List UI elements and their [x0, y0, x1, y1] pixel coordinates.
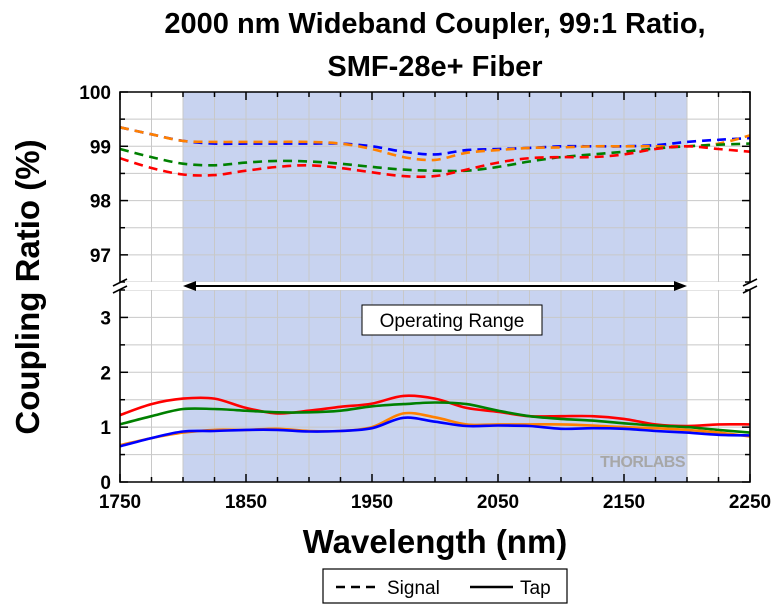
operating-range-label: Operating Range — [380, 311, 525, 332]
y-tick-label-lower: 1 — [100, 418, 111, 439]
legend-tap-label: Tap — [520, 578, 551, 599]
y-tick-label-upper: 99 — [90, 137, 111, 158]
tap-series-line — [119, 416, 751, 448]
signal-series-line — [119, 144, 751, 179]
tap-series-line — [119, 394, 751, 428]
x-tick-label: 2050 — [477, 492, 519, 513]
chart-title-line-2: SMF-28e+ Fiber — [327, 51, 542, 83]
y-tick-label-upper: 98 — [90, 192, 111, 213]
y-tick-label-lower: 3 — [100, 308, 111, 329]
x-tick-label: 1850 — [225, 492, 267, 513]
signal-series-line — [119, 126, 751, 162]
chart-title-line-1: 2000 nm Wideband Coupler, 99:1 Ratio, — [164, 8, 705, 40]
x-axis-title: Wavelength (nm) — [303, 523, 568, 560]
x-tick-label: 1950 — [351, 492, 393, 513]
y-tick-label-lower: 0 — [100, 473, 111, 494]
operating-range-label-box — [361, 304, 543, 336]
operating-range-arrow — [183, 281, 687, 291]
axis-ticks — [119, 91, 751, 483]
x-tick-label: 1750 — [99, 492, 141, 513]
legend-signal-label: Signal — [387, 578, 440, 599]
y-axis-title: Coupling Ratio (%) — [9, 139, 46, 434]
y-tick-label-upper: 100 — [79, 83, 111, 104]
legend: Signal Tap — [322, 568, 568, 604]
series-layer — [119, 126, 751, 448]
tick-labels: 1750 1850 1950 2050 2150 2250 97 98 99 100 0 1 2 3 — [79, 83, 771, 513]
x-tick-label: 2250 — [729, 492, 771, 513]
legend-box — [322, 568, 568, 604]
tap-series-line — [119, 401, 751, 434]
y-tick-label-lower: 2 — [100, 363, 111, 384]
x-tick-label: 2150 — [603, 492, 645, 513]
thorlabs-watermark: THORLABS — [600, 454, 686, 471]
y-tick-label-upper: 97 — [90, 246, 111, 267]
